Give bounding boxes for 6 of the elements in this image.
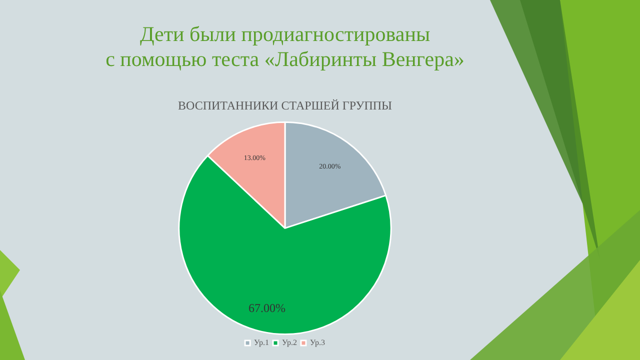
legend-label: Ур.2 bbox=[282, 338, 297, 348]
legend-label: Ур.1 bbox=[254, 338, 270, 348]
chart-subtitle: ВОСПИТАННИКИ СТАРШЕЙ ГРУППЫ bbox=[178, 98, 393, 112]
data-label: 67.00% bbox=[248, 301, 286, 316]
chart-title: Дети были продиагностированы с помощью теста «Лабиринты Венгера» bbox=[104, 22, 466, 72]
legend-label: Ур.3 bbox=[310, 338, 325, 348]
